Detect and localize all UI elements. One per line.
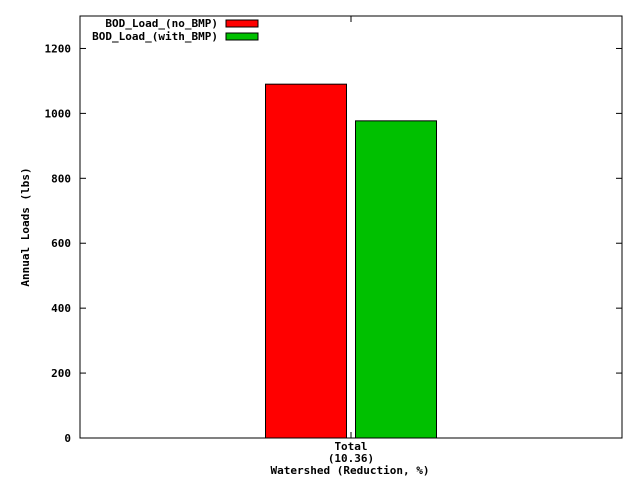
y-tick-label: 1000	[45, 107, 72, 120]
plot-marks	[265, 83, 437, 439]
x-tick-label: (10.36)	[328, 452, 374, 465]
y-axis-label: Annual Loads (lbs)	[19, 167, 32, 286]
x-tick-label: Total	[334, 440, 367, 453]
x-axis-label: Watershed (Reduction, %)	[271, 464, 430, 477]
plot-frame	[79, 15, 623, 439]
y-axis: 0 200 400 600 800 1000 1200	[45, 42, 622, 445]
legend-label: BOD_Load_(no_BMP)	[105, 17, 218, 30]
legend-swatch	[225, 19, 259, 28]
y-tick-label: 400	[51, 302, 71, 315]
y-tick-label: 0	[64, 432, 71, 445]
y-tick-label: 600	[51, 237, 71, 250]
bar-with-bmp	[355, 120, 437, 439]
legend: BOD_Load_(no_BMP)BOD_Load_(with_BMP)	[92, 17, 259, 43]
y-tick-label: 200	[51, 367, 71, 380]
x-axis: Total(10.36)	[328, 16, 374, 465]
y-tick-label: 1200	[45, 42, 72, 55]
bar-no-bmp	[265, 83, 347, 439]
legend-swatch	[225, 32, 259, 41]
y-tick-label: 800	[51, 172, 71, 185]
legend-label: BOD_Load_(with_BMP)	[92, 30, 218, 43]
